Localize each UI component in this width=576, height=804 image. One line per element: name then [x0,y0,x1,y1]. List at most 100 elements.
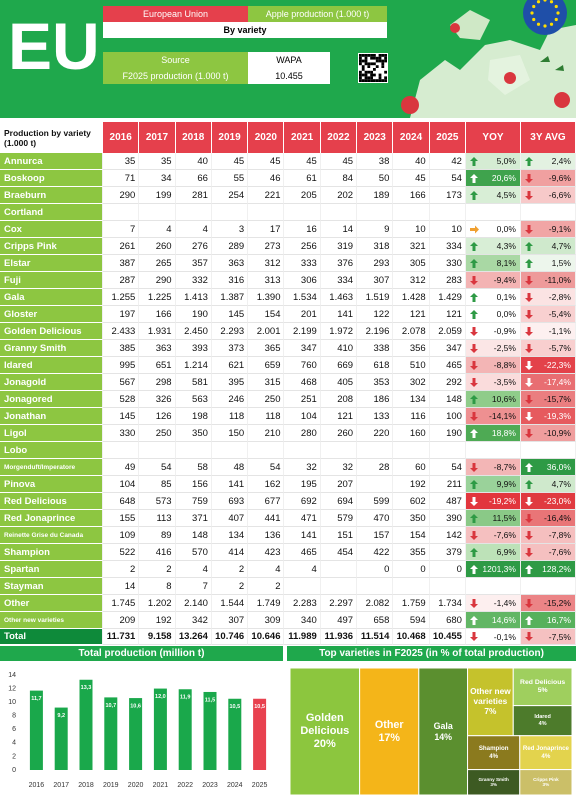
y-tick-label: 12 [8,685,16,692]
production-value: 45 [284,153,321,170]
production-value: 330 [429,255,466,272]
y-tick-label: 0 [12,767,16,774]
production-value: 265 [139,255,176,272]
production-value: 126 [139,408,176,425]
variety-row: Spartan 2 2 4 2 4 4 0 0 0 1201,3% 128,2% [0,561,576,578]
treemap-cell [519,769,572,795]
production-value: 305 [393,255,430,272]
treemap-name: Red Jonaprince [522,745,569,753]
qr-cell [364,76,368,80]
production-value: 254 [211,187,249,204]
qr-cell [373,68,376,71]
avg-cell: -19,3% [520,408,576,425]
arrow-shape [524,173,533,183]
production-value: 136 [248,527,285,544]
production-value: 250 [248,391,285,408]
qr-cell [373,56,376,60]
trend-arrow [524,462,533,472]
production-value: 316 [211,272,249,289]
avg-value: -22,3% [544,360,571,370]
production-value [284,204,321,221]
trend-arrow [524,377,533,387]
production-value: 3 [211,221,249,238]
yoy-value: -7,6% [493,530,516,540]
variety-row: Jonagored 528 326 563 246 250 251 208 186 134 148 1… [0,391,576,408]
trend-arrow [524,173,533,183]
avg-cell: -10,9% [520,425,576,442]
year-header: 2025 [429,122,466,153]
trend-arrow [524,394,533,404]
production-value: 155 [103,510,140,527]
production-value: 207 [320,476,358,493]
production-value: 2.283 [284,595,321,612]
trend-arrow [524,428,533,438]
production-value: 134 [211,527,249,544]
yoy-value: -9,4% [493,275,516,285]
production-value: 14 [320,221,358,238]
trend-arrow [469,615,478,625]
production-value: 312 [393,272,430,289]
variety-row: Other 1.745 1.202 2.140 1.544 1.749 2.283 2.297… [0,595,576,612]
treemap-label-box: Shampion 4% [468,736,520,770]
trend-arrow [524,496,533,506]
avg-cell: -2,8% [520,289,576,306]
treemap-name: Other [374,718,404,731]
variety-row: Boskoop 71 34 66 55 46 61 84 50 45 54 20,6% -9,6% [0,170,576,187]
x-tick-label: 2019 [103,782,119,789]
value-label: 9,2 [57,713,65,719]
value-label: 10,5 [254,704,265,710]
production-value: 160 [393,425,430,442]
trend-arrow [524,343,533,353]
yoy-value: 0,1% [496,292,516,302]
y-tick-label: 14 [8,672,16,679]
production-value: 302 [393,374,430,391]
yoy-value: -8,8% [493,360,516,370]
production: 10.455 [248,68,330,84]
arrow-shape [524,428,533,438]
production-value: 468 [284,374,321,391]
arrow-shape [524,547,533,557]
production-value: 290 [103,187,140,204]
year-header: 2020 [248,122,285,153]
production-value: 0 [429,561,466,578]
variety-row: Red Jonaprince 155 113 371 407 441 471 579 470 35… [0,510,576,527]
variety-row: Lobo [0,442,576,459]
production-value: 71 [103,170,140,187]
production-value: 1.931 [139,323,176,340]
production-value: 298 [139,374,176,391]
production-value: 7 [175,578,212,595]
x-tick-label: 2024 [227,782,243,789]
variety-name: Elstar [0,255,103,272]
variety-row: Jonathan 145 126 198 118 118 104 121 133 116 100 -1… [0,408,576,425]
production-value: 166 [139,306,176,323]
avg-cell: 16,7% [520,612,576,629]
production-value: 648 [103,493,140,510]
qr-cell [367,65,371,68]
qr-cell [361,65,365,68]
x-tick-label: 2017 [53,782,69,789]
bar [178,689,192,770]
production-value: 54 [248,459,285,476]
production-value: 42 [429,153,466,170]
production-value: 121 [429,306,466,323]
production-value: 410 [320,340,358,357]
trend-arrow [469,530,478,540]
avg-cell [520,442,576,459]
yoy-value: 10,6% [491,394,516,404]
production-value: 221 [248,187,285,204]
source-label: Source [103,52,248,68]
production-value: 659 [248,357,285,374]
trend-arrow [524,547,533,557]
treemap-name: Red Delicious [520,678,566,686]
flag-star [530,11,534,15]
treemap-value: 7% [484,705,497,716]
treemap-value: 20% [313,738,336,751]
header-label: Production by variety (1.000 t) [4,127,91,148]
avg-value: -5,7% [548,343,571,353]
production-value: 2 [211,578,249,595]
bar [29,690,43,770]
production-value: 357 [175,255,212,272]
production-value: 522 [103,544,140,561]
production-value: 122 [357,306,394,323]
production-value: 1.759 [393,595,430,612]
